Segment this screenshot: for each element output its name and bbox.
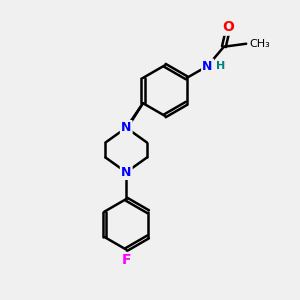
- Text: H: H: [216, 61, 226, 71]
- Text: F: F: [122, 253, 131, 266]
- Text: N: N: [121, 166, 131, 179]
- Text: N: N: [202, 59, 213, 73]
- Text: O: O: [222, 20, 234, 34]
- Text: N: N: [121, 121, 131, 134]
- Text: CH₃: CH₃: [249, 39, 270, 49]
